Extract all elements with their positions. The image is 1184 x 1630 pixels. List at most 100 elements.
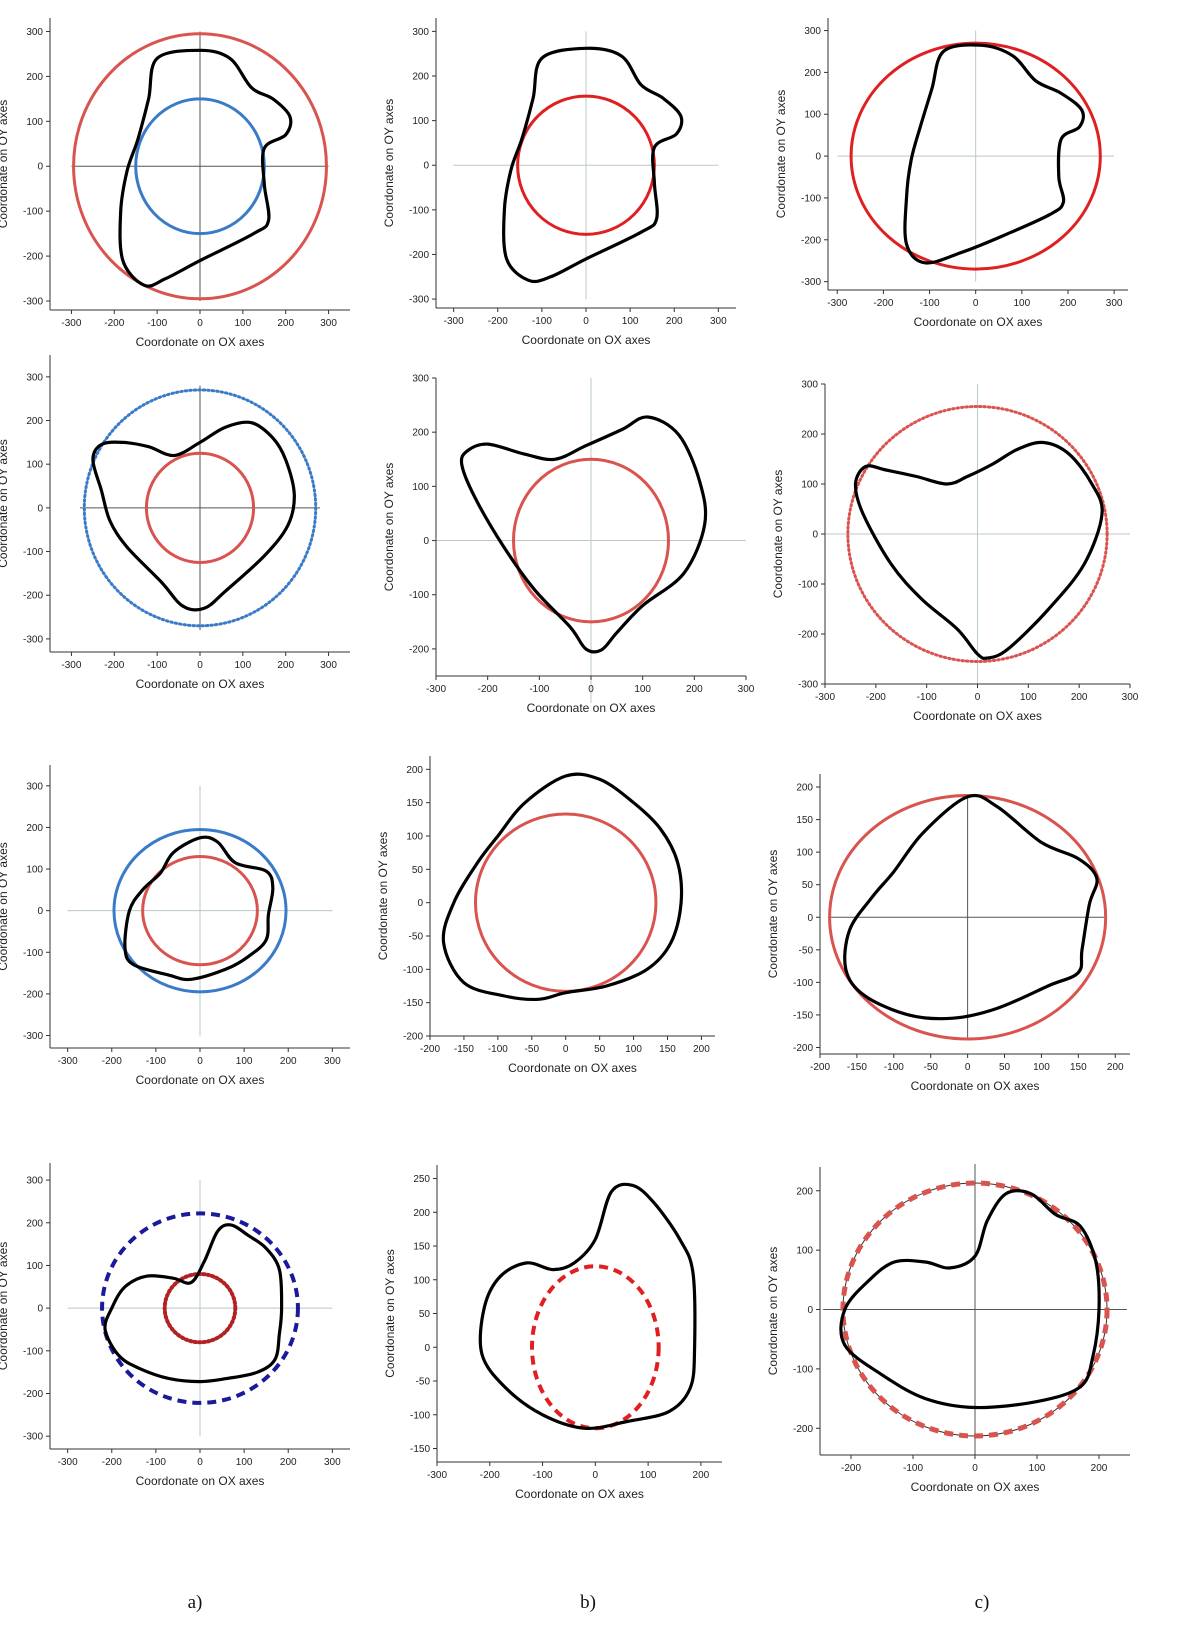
chart-r2a: -300 -200 -100 0 100 200 300 -300 -200 -100 0 100 20…: [0, 355, 356, 700]
y-tick-label: -200: [23, 591, 43, 602]
y-tick-label: -300: [801, 277, 821, 288]
y-axis-label: Coordonate on OY axes: [766, 850, 780, 979]
x-tick-label: 0: [972, 1463, 978, 1474]
y-axis-label: Coordonate on OY axes: [771, 470, 785, 599]
y-tick-label: 50: [419, 1309, 431, 1320]
x-tick-label: 0: [975, 692, 981, 703]
reference-circle-1: [144, 451, 256, 564]
contour-line: [118, 48, 293, 288]
y-tick-label: -100: [409, 590, 429, 601]
contour-line: [839, 1189, 1101, 1410]
chart-r1a: -300 -200 -100 0 100 200 300 -300 -200 -100 0 100 20…: [0, 18, 356, 358]
x-tick-label: -100: [529, 684, 549, 695]
x-tick-label: -200: [102, 1457, 122, 1468]
chart-svg-r3c: -200 -150 -100 -50 0 50 100 150 200 -200 -150 -100 -…: [766, 774, 1130, 1093]
x-tick-label: -200: [102, 1056, 122, 1067]
x-tick-label: -100: [532, 316, 552, 327]
reference-circle-1: [846, 405, 1109, 663]
y-tick-label: 100: [26, 117, 43, 128]
chart-svg-r1b: -300 -200 -100 0 100 200 300 -300 -200 -100 0 100 20…: [382, 18, 736, 347]
plot-area: -200 -150 -100 -50 0 50 100 150 200 -200 -150 -100 -…: [376, 756, 715, 1075]
plot-area: -300 -200 -100 0 100 200 300 -300 -200 -100 0 100 20…: [0, 1163, 350, 1488]
y-tick-label: -200: [793, 1424, 813, 1435]
reference-circle-2: [100, 1211, 300, 1405]
y-tick-label: 200: [804, 68, 821, 79]
y-tick-label: -100: [23, 1346, 43, 1357]
column-label-b: b): [580, 1592, 596, 1613]
x-axis-label: Coordonate on OX axes: [136, 677, 265, 691]
x-tick-label: -100: [147, 660, 167, 671]
y-tick-label: 200: [26, 416, 43, 427]
chart-svg-r1c: -300 -200 -100 0 100 200 300 -300 -200 -100 0 100 20…: [774, 18, 1128, 329]
x-axis-label: Coordonate on OX axes: [911, 1079, 1040, 1093]
x-tick-label: 300: [1122, 692, 1139, 703]
contour-line: [441, 772, 684, 1002]
plot-area: -300 -200 -100 0 100 200 300 -300 -200 -100 0 100 20…: [771, 380, 1139, 724]
y-tick-label: -200: [23, 252, 43, 263]
x-axis-label: Coordonate on OX axes: [136, 335, 265, 349]
plot-area: -200 -100 0 100 200 -200 -100 0 100 200 Coordonate…: [766, 1164, 1130, 1494]
y-tick-label: -100: [793, 978, 813, 989]
x-tick-label: 100: [1033, 1062, 1050, 1073]
y-tick-label: -100: [409, 205, 429, 216]
x-tick-label: -200: [104, 660, 124, 671]
contour-line: [903, 43, 1085, 265]
x-axis-label: Coordonate on OX axes: [136, 1073, 265, 1087]
y-tick-label: -200: [23, 989, 43, 1000]
plot-area: -300 -200 -100 0 100 200 300 -300 -200 -100 0 100 20…: [0, 765, 350, 1087]
y-tick-label: -300: [23, 297, 43, 308]
y-tick-label: 150: [413, 1242, 430, 1253]
x-tick-label: 200: [277, 318, 294, 329]
y-tick-label: 0: [37, 1304, 43, 1315]
x-tick-label: 200: [280, 1056, 297, 1067]
y-tick-label: 0: [423, 536, 429, 547]
y-tick-label: -100: [793, 1364, 813, 1375]
column-label-a: a): [187, 1592, 203, 1613]
chart-svg-r2a: -300 -200 -100 0 100 200 300 -300 -200 -100 0 100 20…: [0, 355, 350, 691]
x-tick-label: -300: [61, 318, 81, 329]
y-tick-label: -50: [416, 1377, 431, 1388]
y-tick-label: -200: [801, 235, 821, 246]
y-tick-label: -300: [409, 295, 429, 306]
plot-area: -200 -150 -100 -50 0 50 100 150 200 -200 -150 -100 -…: [766, 774, 1130, 1093]
chart-r1b: -300 -200 -100 0 100 200 300 -300 -200 -100 0 100 20…: [378, 18, 742, 356]
x-tick-label: 0: [197, 660, 203, 671]
x-tick-label: -50: [923, 1062, 938, 1073]
y-axis-label: Coordonate on OY axes: [774, 90, 788, 219]
reference-circle-2: [840, 1180, 1110, 1439]
x-tick-label: 0: [583, 316, 589, 327]
y-tick-label: -300: [23, 634, 43, 645]
y-tick-label: 200: [801, 430, 818, 441]
y-tick-label: -100: [23, 948, 43, 959]
x-tick-label: 200: [277, 660, 294, 671]
y-tick-label: -100: [23, 547, 43, 558]
y-tick-label: -300: [23, 1031, 43, 1042]
y-tick-label: 50: [412, 865, 424, 876]
x-axis-label: Coordonate on OX axes: [527, 701, 656, 715]
x-tick-label: 200: [686, 684, 703, 695]
y-tick-label: 200: [406, 765, 423, 776]
x-axis-label: Coordonate on OX axes: [913, 709, 1042, 723]
y-tick-label: 100: [801, 480, 818, 491]
x-axis-label: Coordonate on OX axes: [515, 1487, 644, 1501]
plot-area: -300 -200 -100 0 100 200 300 -300 -200 -100 0 100 20…: [0, 355, 350, 691]
contour-line: [91, 420, 296, 612]
x-axis-label: Coordonate on OX axes: [508, 1061, 637, 1075]
y-tick-label: 0: [417, 898, 423, 909]
plot-area: -300 -200 -100 0 100 200 300 -200 -100 0 100 200 300…: [382, 374, 755, 716]
x-tick-label: 0: [197, 318, 203, 329]
y-axis-label: Coordonate on OY axes: [383, 1249, 397, 1378]
x-tick-label: -100: [147, 318, 167, 329]
y-tick-label: -150: [403, 998, 423, 1009]
y-tick-label: 300: [26, 1176, 43, 1187]
x-tick-label: -100: [533, 1470, 553, 1481]
x-tick-label: 200: [1071, 692, 1088, 703]
x-tick-label: 0: [563, 1044, 569, 1055]
y-tick-label: -200: [409, 250, 429, 261]
y-axis-label: Coordonate on OY axes: [382, 463, 396, 592]
x-tick-label: -200: [841, 1463, 861, 1474]
y-tick-label: 100: [796, 848, 813, 859]
chart-r1c: -300 -200 -100 0 100 200 300 -300 -200 -100 0 100 20…: [770, 18, 1134, 338]
chart-svg-r3b: -200 -150 -100 -50 0 50 100 150 200 -200 -150 -100 -…: [376, 756, 715, 1075]
y-tick-label: -200: [403, 1032, 423, 1043]
